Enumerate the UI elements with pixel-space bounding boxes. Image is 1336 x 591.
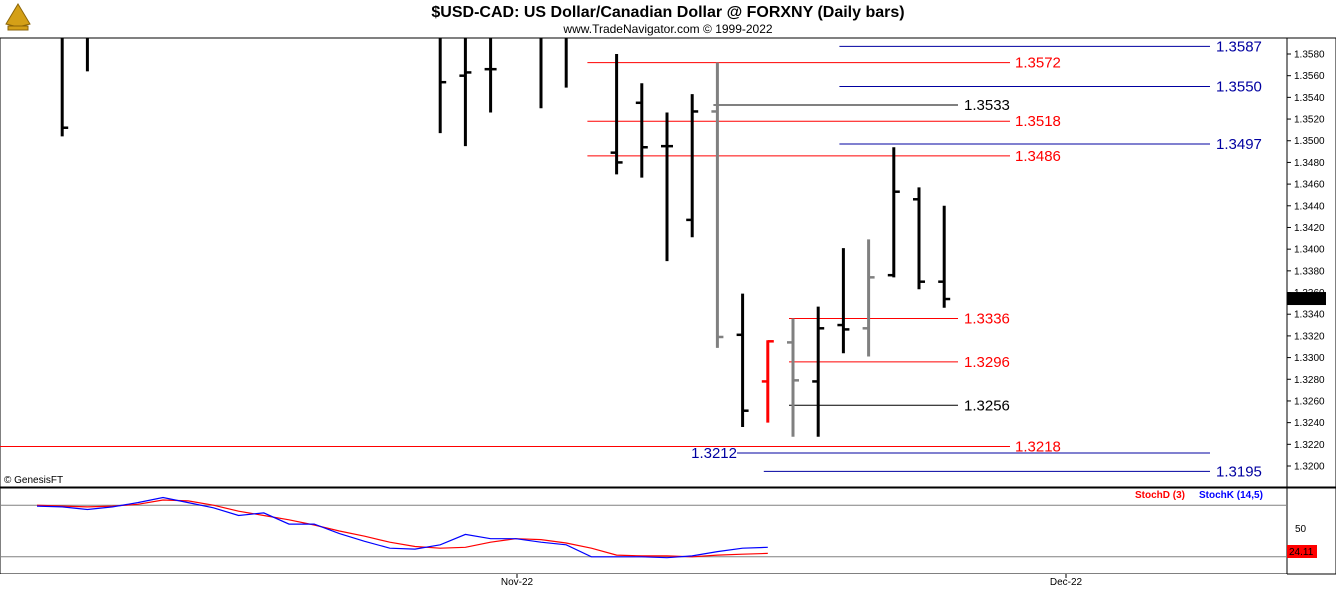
level-label: 1.3518 [1015, 113, 1061, 130]
price-tick-label: 1.3460 [1294, 180, 1325, 191]
level-label: 1.3212 [691, 445, 737, 462]
price-tick-label: 1.3540 [1294, 93, 1325, 104]
level-label: 1.3486 [1015, 148, 1061, 165]
last-price-box [1287, 292, 1326, 306]
last-price-label: 1.3354 [1289, 295, 1320, 306]
price-tick-label: 1.3300 [1294, 353, 1325, 364]
price-axis [1286, 37, 1336, 488]
price-tick-label: 1.3340 [1294, 310, 1325, 321]
logo-icon [5, 3, 31, 31]
price-tick-label: 1.3220 [1294, 440, 1325, 451]
level-label: 1.3550 [1216, 79, 1262, 96]
stoch-last-value: 24.11 [1287, 545, 1317, 558]
price-tick-label: 1.3280 [1294, 375, 1325, 386]
last-price-marker: 1.3354 [1287, 292, 1326, 306]
copyright-label: © GenesisFT [4, 475, 63, 486]
stoch-d-line [36, 499, 768, 558]
price-tick-label: 1.3580 [1294, 50, 1325, 61]
price-tick-label: 1.3200 [1294, 462, 1325, 473]
level-label: 1.3296 [964, 354, 1010, 371]
level-label: 1.3218 [1015, 438, 1061, 455]
time-axis [0, 574, 1287, 591]
level-label: 1.3336 [964, 311, 1010, 328]
price-tick-label: 1.3500 [1294, 136, 1325, 147]
price-tick-label: 1.3260 [1294, 396, 1325, 407]
stoch-series [0, 496, 1287, 559]
price-tick-label: 1.3240 [1294, 418, 1325, 429]
price-tick-label: 1.3520 [1294, 115, 1325, 126]
level-label: 1.3533 [964, 97, 1010, 114]
stoch-k-line [36, 496, 768, 559]
level-label: 1.3256 [964, 397, 1010, 414]
price-panel [0, 37, 1288, 488]
legend-stochd: StochD (3) [1135, 490, 1185, 501]
legend-stochk: StochK (14,5) [1199, 490, 1263, 501]
price-tick-label: 1.3420 [1294, 223, 1325, 234]
stoch-axis [1286, 487, 1336, 575]
price-tick-label: 1.3480 [1294, 158, 1325, 169]
price-axis-ticks: 1.3580 1.3560 1.3540 1.3520 1.3500 1.3480 1.34… [1287, 50, 1325, 473]
x-label-dec: Dec-22 [1050, 577, 1083, 588]
stoch-last-value-label: 24.11 [1289, 547, 1314, 558]
price-tick-label: 1.3440 [1294, 201, 1325, 212]
level-label: 1.3195 [1216, 463, 1262, 480]
level-label: 1.3587 [1216, 38, 1262, 55]
stoch-tick-50: 50 [1295, 524, 1307, 535]
price-bars [60, 38, 951, 437]
price-tick-label: 1.3400 [1294, 245, 1325, 256]
price-tick-label: 1.3320 [1294, 331, 1325, 342]
chart-title: $USD-CAD: US Dollar/Canadian Dollar @ FO… [431, 4, 904, 21]
level-label: 1.3572 [1015, 55, 1061, 72]
chart-subtitle: www.TradeNavigator.com © 1999-2022 [562, 22, 772, 36]
level-label: 1.3497 [1216, 136, 1262, 153]
price-tick-label: 1.3380 [1294, 266, 1325, 277]
level-lines: 1.3587 1.3572 1.3550 1.3533 1.3518 1.3497 1.34… [0, 38, 1262, 480]
stoch-panel [0, 487, 1288, 575]
price-tick-label: 1.3560 [1294, 71, 1325, 82]
x-label-nov: Nov-22 [501, 577, 534, 588]
